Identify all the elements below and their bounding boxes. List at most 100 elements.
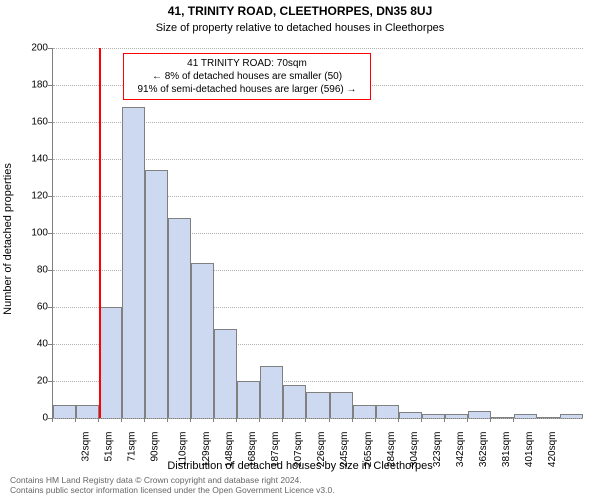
x-tick-label: 71sqm	[127, 432, 138, 462]
annotation-box: 41 TRINITY ROAD: 70sqm← 8% of detached h…	[123, 53, 371, 100]
y-tick-mark	[48, 233, 52, 234]
y-tick-label: 60	[8, 302, 48, 313]
y-tick-label: 80	[8, 265, 48, 276]
footer-line-2: Contains public sector information licen…	[10, 485, 335, 496]
histogram-bar	[306, 392, 329, 418]
histogram-bar	[99, 307, 122, 418]
x-tick-label: 342sqm	[455, 432, 466, 468]
y-tick-label: 0	[8, 413, 48, 424]
x-tick-mark	[190, 418, 191, 422]
y-axis-label: Number of detached properties	[2, 163, 14, 315]
histogram-bar	[445, 414, 468, 418]
y-tick-mark	[48, 307, 52, 308]
x-tick-label: 284sqm	[386, 432, 397, 468]
x-tick-label: 51sqm	[104, 432, 115, 462]
x-tick-mark	[236, 418, 237, 422]
histogram-bar	[260, 366, 283, 418]
histogram-bar	[330, 392, 353, 418]
x-tick-mark	[259, 418, 260, 422]
x-tick-label: 362sqm	[478, 432, 489, 468]
histogram-bar	[560, 414, 583, 418]
x-tick-mark	[490, 418, 491, 422]
x-tick-mark	[98, 418, 99, 422]
x-tick-mark	[52, 418, 53, 422]
x-tick-label: 168sqm	[247, 432, 258, 468]
x-tick-mark	[167, 418, 168, 422]
y-tick-label: 200	[8, 43, 48, 54]
x-tick-label: 129sqm	[201, 432, 212, 468]
x-tick-label: 226sqm	[317, 432, 328, 468]
chart-title-2: Size of property relative to detached ho…	[0, 22, 600, 34]
y-tick-label: 180	[8, 80, 48, 91]
y-tick-label: 20	[8, 376, 48, 387]
x-tick-label: 323sqm	[432, 432, 443, 468]
x-tick-mark	[513, 418, 514, 422]
histogram-bar	[122, 107, 145, 418]
y-tick-mark	[48, 196, 52, 197]
y-tick-label: 120	[8, 191, 48, 202]
x-tick-label: 207sqm	[293, 432, 304, 468]
y-tick-mark	[48, 48, 52, 49]
x-tick-mark	[144, 418, 145, 422]
histogram-bar	[237, 381, 260, 418]
histogram-bar	[145, 170, 168, 418]
y-tick-mark	[48, 85, 52, 86]
x-tick-label: 401sqm	[524, 432, 535, 468]
y-tick-mark	[48, 381, 52, 382]
x-tick-label: 110sqm	[178, 432, 189, 467]
x-tick-mark	[352, 418, 353, 422]
histogram-bar	[191, 263, 214, 418]
x-tick-mark	[467, 418, 468, 422]
y-tick-label: 160	[8, 117, 48, 128]
histogram-bar	[491, 417, 514, 418]
y-tick-label: 140	[8, 154, 48, 165]
y-tick-mark	[48, 122, 52, 123]
x-tick-mark	[329, 418, 330, 422]
x-tick-label: 304sqm	[409, 432, 420, 468]
x-tick-mark	[421, 418, 422, 422]
footer-attribution: Contains HM Land Registry data © Crown c…	[10, 475, 335, 496]
annotation-line: 91% of semi-detached houses are larger (…	[127, 83, 367, 96]
gridline	[53, 418, 583, 419]
x-tick-label: 265sqm	[363, 432, 374, 468]
histogram-bar	[399, 412, 422, 418]
histogram-bar	[76, 405, 99, 418]
histogram-bar	[53, 405, 76, 418]
annotation-line: ← 8% of detached houses are smaller (50)	[127, 70, 367, 83]
x-tick-mark	[282, 418, 283, 422]
x-tick-label: 32sqm	[81, 432, 92, 462]
x-tick-label: 420sqm	[547, 432, 558, 468]
histogram-bar	[283, 385, 306, 418]
x-tick-mark	[444, 418, 445, 422]
x-tick-label: 187sqm	[270, 432, 281, 468]
x-tick-label: 90sqm	[150, 432, 161, 462]
histogram-bar	[353, 405, 376, 418]
plot-area: 41 TRINITY ROAD: 70sqm← 8% of detached h…	[52, 48, 583, 419]
chart-title-1: 41, TRINITY ROAD, CLEETHORPES, DN35 8UJ	[0, 4, 600, 18]
x-tick-mark	[375, 418, 376, 422]
histogram-bar	[376, 405, 399, 418]
footer-line-1: Contains HM Land Registry data © Crown c…	[10, 475, 335, 486]
y-tick-label: 100	[8, 228, 48, 239]
y-tick-mark	[48, 159, 52, 160]
x-tick-mark	[75, 418, 76, 422]
x-tick-mark	[398, 418, 399, 422]
histogram-bar	[422, 414, 445, 418]
histogram-bar	[514, 414, 537, 418]
y-tick-mark	[48, 344, 52, 345]
x-tick-label: 245sqm	[340, 432, 351, 468]
histogram-bar	[468, 411, 491, 418]
x-tick-label: 148sqm	[224, 432, 235, 468]
histogram-bar	[214, 329, 237, 418]
histogram-bar	[537, 417, 560, 418]
chart-container: 41, TRINITY ROAD, CLEETHORPES, DN35 8UJ …	[0, 0, 600, 500]
x-tick-mark	[305, 418, 306, 422]
x-tick-mark	[121, 418, 122, 422]
annotation-line: 41 TRINITY ROAD: 70sqm	[127, 57, 367, 70]
histogram-bar	[168, 218, 191, 418]
y-tick-mark	[48, 270, 52, 271]
x-tick-mark	[213, 418, 214, 422]
y-tick-label: 40	[8, 339, 48, 350]
x-tick-label: 381sqm	[501, 432, 512, 468]
gridline	[53, 48, 583, 49]
